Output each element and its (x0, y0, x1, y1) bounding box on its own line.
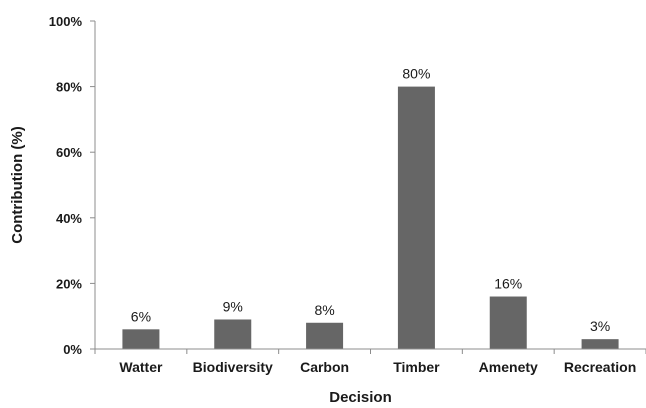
bar-recreation (581, 339, 619, 349)
y-tick-label: 60% (56, 145, 82, 160)
x-tick-label: Watter (119, 359, 163, 375)
data-label: 8% (314, 302, 334, 318)
data-labels: 6% 9% 8% 80% 16% 3% (131, 66, 610, 335)
data-label: 16% (494, 276, 522, 292)
x-axis-tick-labels: Watter Biodiversity Carbon Timber Amenety Rec… (119, 359, 636, 375)
bar-watter (122, 329, 160, 349)
x-tick-label: Recreation (564, 359, 636, 375)
bar-timber (397, 86, 435, 349)
x-tick-label: Biodiversity (193, 359, 273, 375)
y-tick-label: 80% (56, 80, 82, 95)
y-axis-title: Contribution (%) (9, 126, 26, 243)
bar-amenety (489, 296, 527, 349)
data-label: 3% (590, 318, 610, 334)
x-tick-label: Timber (393, 359, 440, 375)
x-tick-label: Amenety (479, 359, 538, 375)
data-label: 6% (131, 308, 151, 324)
y-tick-label: 0% (63, 342, 82, 357)
x-tick-label: Carbon (300, 359, 349, 375)
data-label: 9% (223, 298, 243, 314)
x-axis-title: Decision (329, 389, 392, 406)
y-tick-label: 20% (56, 276, 82, 291)
y-tick-label: 100% (49, 14, 83, 29)
bar-biodiversity (214, 319, 252, 349)
y-axis-ticks: 0% 20% 40% 60% 80% 100% (49, 14, 646, 357)
data-label: 80% (402, 66, 430, 82)
bar-carbon (306, 322, 344, 349)
y-tick-label: 40% (56, 211, 82, 226)
bars (122, 86, 619, 349)
